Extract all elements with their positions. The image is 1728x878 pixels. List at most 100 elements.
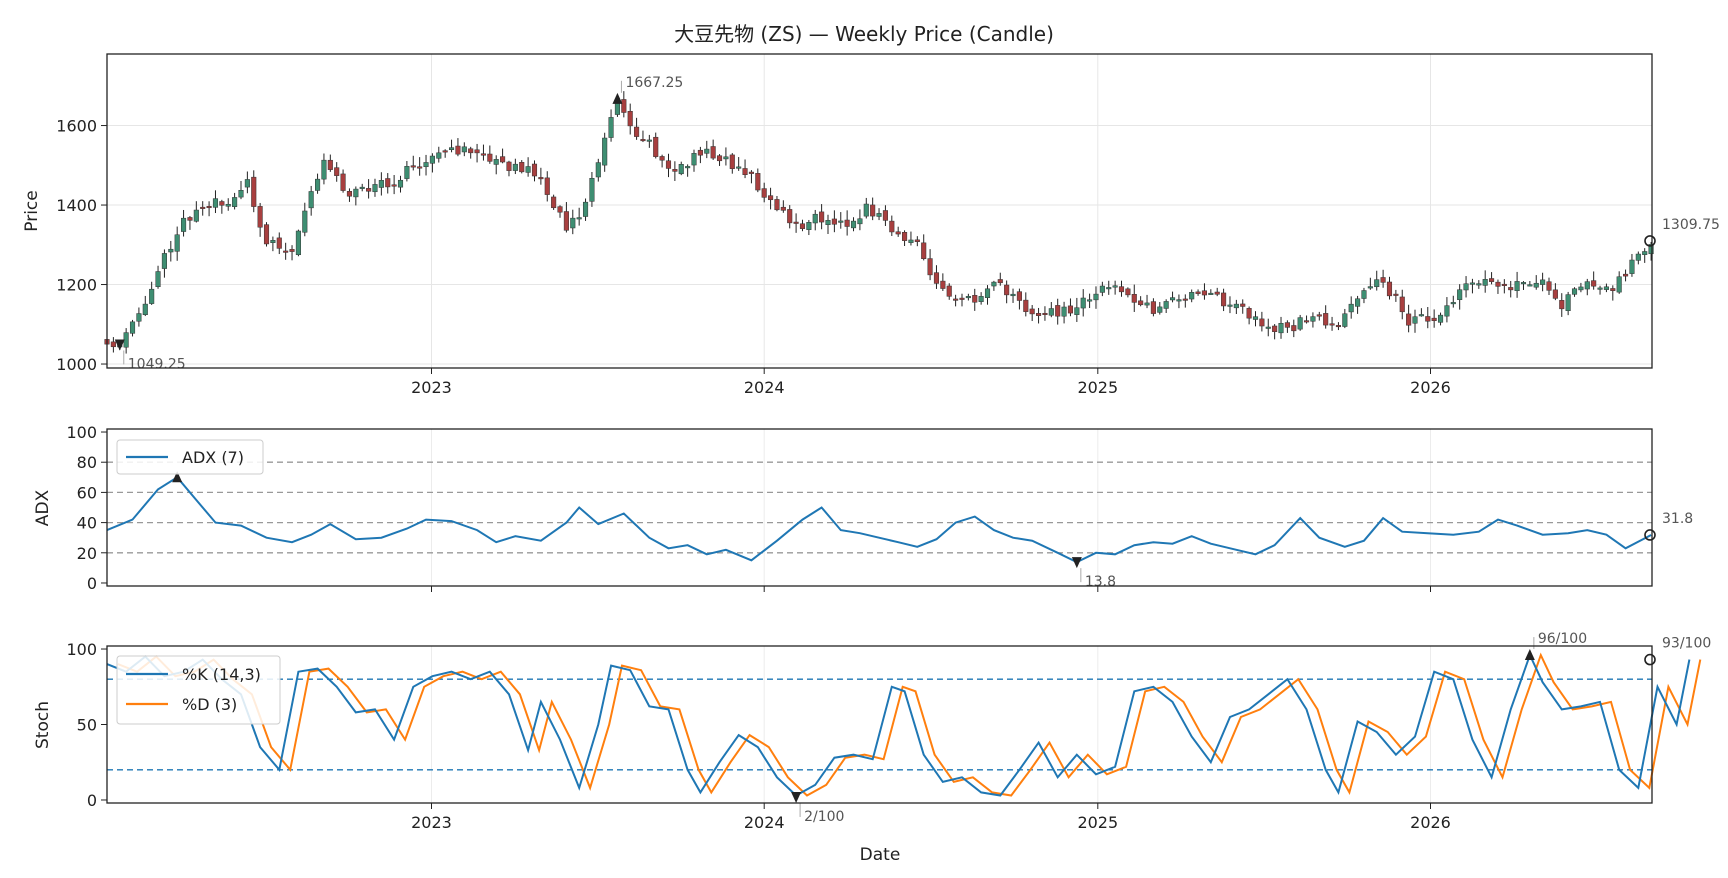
stoch-last-marker <box>1644 653 1656 666</box>
candle-body <box>1533 282 1539 288</box>
candle-body <box>1571 288 1578 295</box>
candle-body <box>531 163 538 177</box>
adx-y-ticks: 0 20 40 60 80 100 <box>66 423 107 593</box>
candle-body <box>984 288 991 298</box>
candle-body <box>576 217 582 220</box>
candle-body <box>1023 299 1029 312</box>
candle-body <box>1125 288 1131 296</box>
candle-body <box>1118 286 1125 293</box>
candle-body <box>1227 304 1233 307</box>
candle-body <box>1272 325 1278 332</box>
candle-body <box>487 153 493 162</box>
candle-body <box>774 199 780 211</box>
candle-body <box>902 232 908 241</box>
candle-body <box>1386 281 1393 297</box>
candle-body <box>1546 281 1552 291</box>
candle-body <box>1603 286 1609 290</box>
candle-body <box>685 166 691 169</box>
stoch-k-line <box>106 652 1691 797</box>
candle-body <box>646 139 652 142</box>
candle-body <box>946 285 952 297</box>
candle-body <box>876 213 882 217</box>
candle-body <box>748 171 754 174</box>
candle-body <box>417 166 423 169</box>
candle-body <box>1476 283 1482 286</box>
candle-body <box>1087 299 1093 302</box>
candle-body <box>595 162 601 178</box>
candle-body <box>1591 280 1597 287</box>
adx-min-marker <box>1071 557 1082 569</box>
price-max-label: 1667.25 <box>625 75 683 91</box>
candle-body <box>793 221 799 224</box>
candle-body <box>602 137 608 166</box>
candle-body <box>1469 282 1475 285</box>
candle-body <box>627 110 633 127</box>
candle-body <box>1303 320 1310 323</box>
candle-body <box>1036 313 1042 316</box>
candle-body <box>1246 308 1252 319</box>
candle-body <box>723 156 729 160</box>
candle-body <box>276 237 282 249</box>
candle-body <box>161 253 167 269</box>
candle-body <box>1629 259 1635 274</box>
candle-body <box>1221 292 1227 307</box>
candle-body <box>378 180 384 188</box>
candle-body <box>136 313 142 322</box>
candle-body <box>110 341 116 348</box>
candle-body <box>1527 284 1533 287</box>
candle-body <box>436 152 442 159</box>
candle-body <box>1176 299 1182 302</box>
candle-body <box>806 222 812 230</box>
candle-body <box>697 149 703 156</box>
candle-body <box>825 220 831 225</box>
stoch-y-tick-label: 50 <box>77 716 97 735</box>
candle-body <box>953 298 959 301</box>
candle-body <box>921 242 927 259</box>
candle-body <box>768 195 774 201</box>
candle-body <box>155 271 161 287</box>
candle-body <box>1393 293 1399 296</box>
candle-body <box>308 191 314 209</box>
candle-body <box>1284 322 1290 328</box>
candle-body <box>563 211 569 231</box>
candle-body <box>219 201 225 206</box>
candle-body <box>1508 287 1514 291</box>
candle-body <box>1399 296 1405 313</box>
candle-body <box>289 249 295 252</box>
candle-body <box>570 217 576 229</box>
price-min-label: 1049.25 <box>128 356 186 372</box>
candle-body <box>1520 282 1527 285</box>
stoch-annotations: 96/100 2/100 93/100 <box>791 631 1711 825</box>
adx-legend: ADX (7) <box>116 439 264 475</box>
candle-body <box>1214 291 1220 295</box>
candle-body <box>263 224 270 245</box>
candle-body <box>1310 316 1316 322</box>
price-plot-frame <box>106 53 1653 369</box>
adx-y-tick-label: 60 <box>77 483 97 502</box>
candle-body <box>1278 323 1284 334</box>
stoch-legend: %K (14,3) %D (3) <box>116 655 281 725</box>
candle-body <box>1482 279 1488 286</box>
candle-body <box>1329 323 1335 326</box>
candle-body <box>882 210 888 221</box>
candle-body <box>895 231 901 235</box>
stoch-last-label: 93/100 <box>1662 636 1711 652</box>
candle-body <box>461 146 467 153</box>
candle-body <box>1144 302 1150 306</box>
candle-body <box>174 234 180 252</box>
candle-body <box>1374 279 1380 288</box>
candle-body <box>1093 293 1099 301</box>
candle-body <box>334 167 340 176</box>
candle-body <box>1565 294 1571 311</box>
candle-body <box>1406 313 1412 326</box>
price-last-marker <box>1644 235 1656 247</box>
adx-y-axis-label: ADX <box>33 489 53 526</box>
candle-body <box>353 188 359 198</box>
candle-body <box>1201 290 1208 296</box>
candle-body <box>1450 302 1456 305</box>
candle-body <box>1463 283 1469 291</box>
price-min-marker <box>114 339 125 351</box>
price-y-axis-label: Price <box>22 190 42 231</box>
candle-body <box>295 230 301 256</box>
